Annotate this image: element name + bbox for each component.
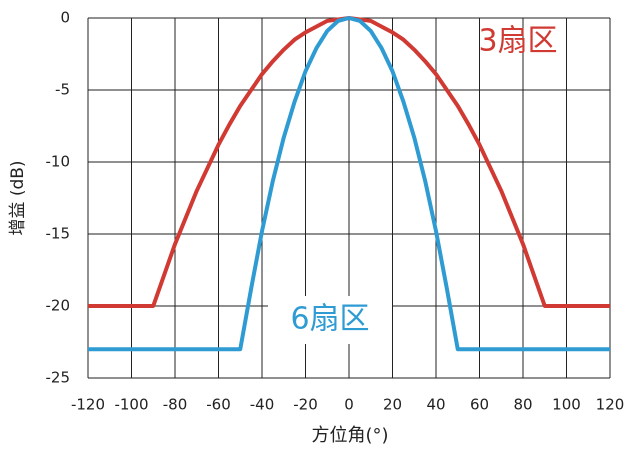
- x-tick-label: -100: [114, 396, 148, 414]
- x-tick-label: -80: [163, 396, 188, 414]
- x-axis-label: 方位角(°): [311, 425, 388, 446]
- x-tick-label: 40: [426, 396, 445, 414]
- x-tick-label: 80: [513, 396, 532, 414]
- x-tick-label: -40: [250, 396, 275, 414]
- y-tick-label: -25: [46, 369, 71, 387]
- x-tick-label: 120: [596, 396, 625, 414]
- y-tick-label: -15: [46, 225, 71, 243]
- x-tick-label: 100: [552, 396, 581, 414]
- series-label-bg: [268, 296, 392, 344]
- x-tick-label: -20: [293, 396, 318, 414]
- y-tick-label: -20: [46, 297, 71, 315]
- y-tick-label: -5: [55, 81, 70, 99]
- y-tick-label: 0: [60, 9, 70, 27]
- x-tick-label: 0: [344, 396, 354, 414]
- series-label: 3扇区: [478, 24, 557, 59]
- x-tick-label: -60: [206, 396, 231, 414]
- y-axis-label: 增益 (dB): [8, 160, 28, 235]
- series-line: [88, 16, 610, 352]
- x-tick-label: 20: [383, 396, 402, 414]
- y-tick-label: -10: [46, 153, 71, 171]
- x-tick-label: 60: [470, 396, 489, 414]
- x-tick-label: -120: [71, 396, 105, 414]
- series-label: 6扇区: [290, 302, 369, 337]
